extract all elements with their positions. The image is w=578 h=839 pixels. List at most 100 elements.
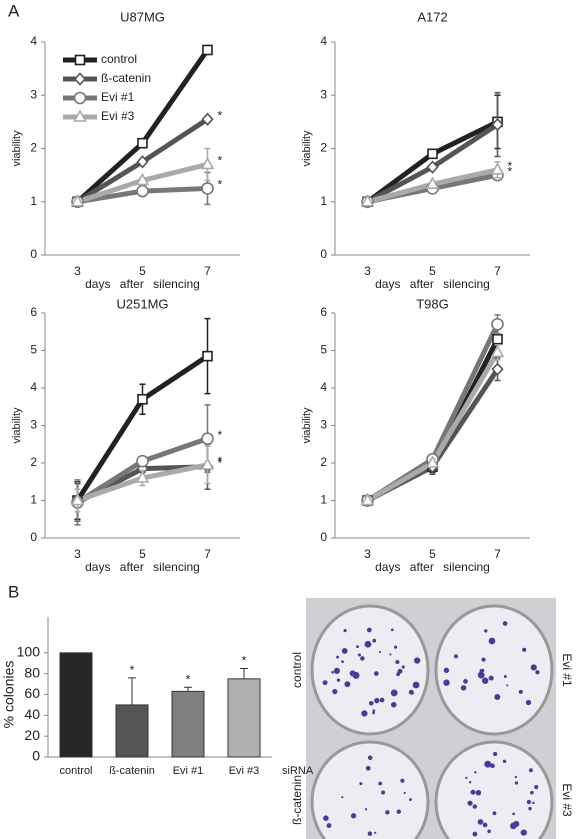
panel-label: A: [8, 1, 20, 20]
colony: [512, 812, 515, 816]
colony: [443, 667, 450, 674]
colony: [333, 667, 340, 674]
colony: [368, 700, 374, 706]
colony: [463, 679, 468, 684]
plate: [434, 604, 554, 736]
marker: [200, 457, 215, 470]
y-tick-label: 2: [30, 455, 37, 469]
marker: [360, 194, 375, 207]
marker: [492, 333, 503, 345]
colony: [488, 675, 494, 681]
colony: [364, 640, 372, 648]
colony: [474, 771, 477, 774]
y-tick-label: 2: [30, 141, 37, 155]
marker: [202, 44, 213, 56]
bar: [171, 690, 205, 758]
marker: [70, 492, 85, 506]
marker: [135, 172, 150, 186]
y-axis-title: viability: [301, 407, 313, 444]
x-tick-label: control: [59, 765, 92, 777]
colony: [468, 781, 472, 784]
y-tick-label: 3: [30, 87, 37, 101]
significance: *: [218, 428, 223, 442]
x-tick-label: ß-catenin: [109, 765, 155, 777]
colony: [389, 653, 392, 656]
y-tick-label: 100: [17, 644, 41, 660]
colony: [367, 831, 373, 836]
colony: [395, 659, 400, 665]
marker: [426, 160, 439, 174]
marker: [491, 317, 504, 331]
x-tick-label: Evi #3: [229, 765, 260, 777]
x-tick-label: Evi #1: [173, 765, 204, 777]
error-bar: [128, 677, 136, 705]
y-tick-label: 4: [320, 34, 327, 48]
marker: [490, 162, 505, 175]
plate: [310, 604, 430, 736]
colony: [477, 819, 484, 825]
y-tick-label: 2: [320, 141, 327, 155]
marker: [201, 112, 214, 126]
colony: [323, 815, 329, 821]
legend-marker: [74, 54, 86, 66]
marker: [491, 362, 504, 376]
colony: [359, 782, 363, 786]
colony: [528, 768, 533, 773]
legend-label: Evi #3: [101, 109, 135, 123]
y-tick-label: 5: [320, 343, 327, 357]
x-tick-label: 7: [204, 547, 211, 561]
marker: [202, 350, 213, 362]
colony: [396, 809, 401, 814]
y-tick-label: 4: [30, 380, 37, 394]
legend-label: control: [101, 52, 137, 66]
legend-marker: [73, 72, 87, 86]
marker: [136, 155, 149, 169]
colony: [403, 791, 406, 795]
colony: [488, 637, 496, 645]
colony: [525, 699, 532, 706]
colony: [482, 822, 488, 828]
significance: *: [508, 164, 513, 178]
x-tick-label: 7: [494, 264, 501, 278]
colony: [397, 668, 403, 674]
y-tick-label: 40: [24, 706, 40, 722]
plate-label: Evi #3: [560, 783, 574, 817]
significance: *: [218, 154, 223, 168]
y-tick-label: 1: [320, 493, 327, 507]
x-tick-label: 5: [139, 547, 146, 561]
colony: [514, 781, 519, 785]
colony: [341, 796, 344, 799]
colony: [510, 822, 517, 830]
colony: [357, 653, 361, 657]
marker: [135, 470, 150, 483]
y-tick-label: 80: [24, 664, 40, 680]
significance: *: [242, 654, 247, 668]
colony: [472, 831, 478, 837]
marker: [427, 148, 438, 160]
marker: [137, 137, 148, 149]
colony: [341, 648, 348, 654]
colony: [409, 798, 412, 801]
y-tick-label: 2: [320, 455, 327, 469]
y-tick-label: 4: [320, 380, 327, 394]
y-tick-label: 0: [320, 247, 327, 261]
y-tick-label: 0: [32, 748, 40, 764]
colony: [349, 670, 356, 677]
colony: [484, 629, 488, 633]
colony: [492, 811, 497, 816]
colony: [372, 709, 376, 713]
x-axis-title: siRNA: [282, 765, 314, 777]
y-axis-title: viability: [301, 130, 313, 167]
x-axis-title: days after silencing: [85, 560, 200, 574]
colony: [343, 629, 347, 633]
y-tick-label: 1: [30, 194, 37, 208]
legend-marker: [73, 91, 87, 105]
y-axis-title: % colonies: [1, 661, 17, 729]
y-tick-label: 0: [320, 530, 327, 544]
colony: [518, 689, 523, 694]
colony: [361, 710, 368, 717]
colony: [378, 650, 382, 654]
error-bar: [240, 667, 248, 679]
colony: [443, 679, 450, 686]
colony: [390, 689, 398, 697]
